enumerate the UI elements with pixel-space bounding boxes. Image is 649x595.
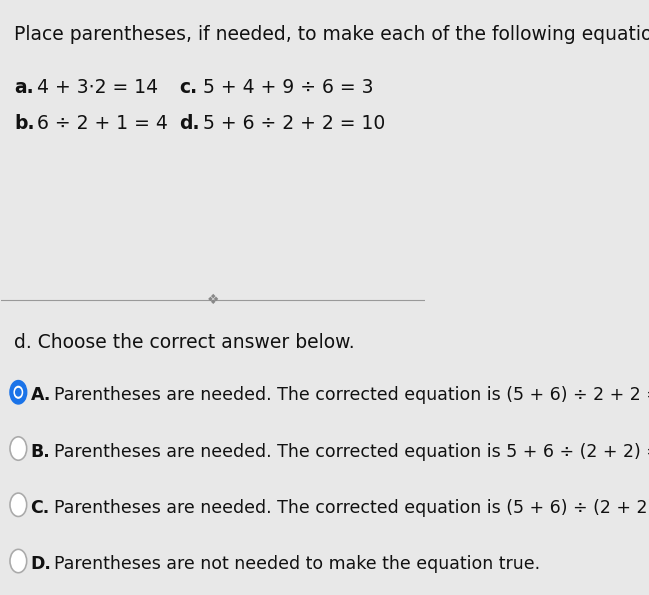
Text: Parentheses are needed. The corrected equation is (5 + 6) ÷ (2 + 2) = 10.: Parentheses are needed. The corrected eq… [54, 499, 649, 517]
Circle shape [10, 493, 27, 516]
Circle shape [16, 389, 21, 396]
Text: 4 + 3⋅2 = 14: 4 + 3⋅2 = 14 [38, 79, 158, 98]
Text: d.: d. [179, 114, 200, 133]
Text: C.: C. [31, 499, 50, 517]
Text: A.: A. [31, 386, 51, 405]
Text: Parentheses are needed. The corrected equation is (5 + 6) ÷ 2 + 2 = 10.: Parentheses are needed. The corrected eq… [54, 386, 649, 405]
Text: Parentheses are not needed to make the equation true.: Parentheses are not needed to make the e… [54, 555, 540, 573]
Text: b.: b. [14, 114, 34, 133]
Text: c.: c. [179, 79, 197, 98]
Circle shape [14, 386, 23, 398]
Text: a.: a. [14, 79, 34, 98]
Text: D.: D. [31, 555, 51, 573]
Text: 5 + 6 ÷ 2 + 2 = 10: 5 + 6 ÷ 2 + 2 = 10 [202, 114, 385, 133]
Text: 5 + 4 + 9 ÷ 6 = 3: 5 + 4 + 9 ÷ 6 = 3 [202, 79, 373, 98]
Circle shape [10, 549, 27, 573]
Text: d. Choose the correct answer below.: d. Choose the correct answer below. [14, 333, 355, 352]
Text: Parentheses are needed. The corrected equation is 5 + 6 ÷ (2 + 2) = 10.: Parentheses are needed. The corrected eq… [54, 443, 649, 461]
Text: Place parentheses, if needed, to make each of the following equations true.: Place parentheses, if needed, to make ea… [14, 25, 649, 44]
Text: ❖: ❖ [207, 293, 219, 308]
Circle shape [10, 381, 27, 404]
Text: B.: B. [31, 443, 50, 461]
Text: 6 ÷ 2 + 1 = 4: 6 ÷ 2 + 1 = 4 [38, 114, 168, 133]
Circle shape [10, 437, 27, 461]
